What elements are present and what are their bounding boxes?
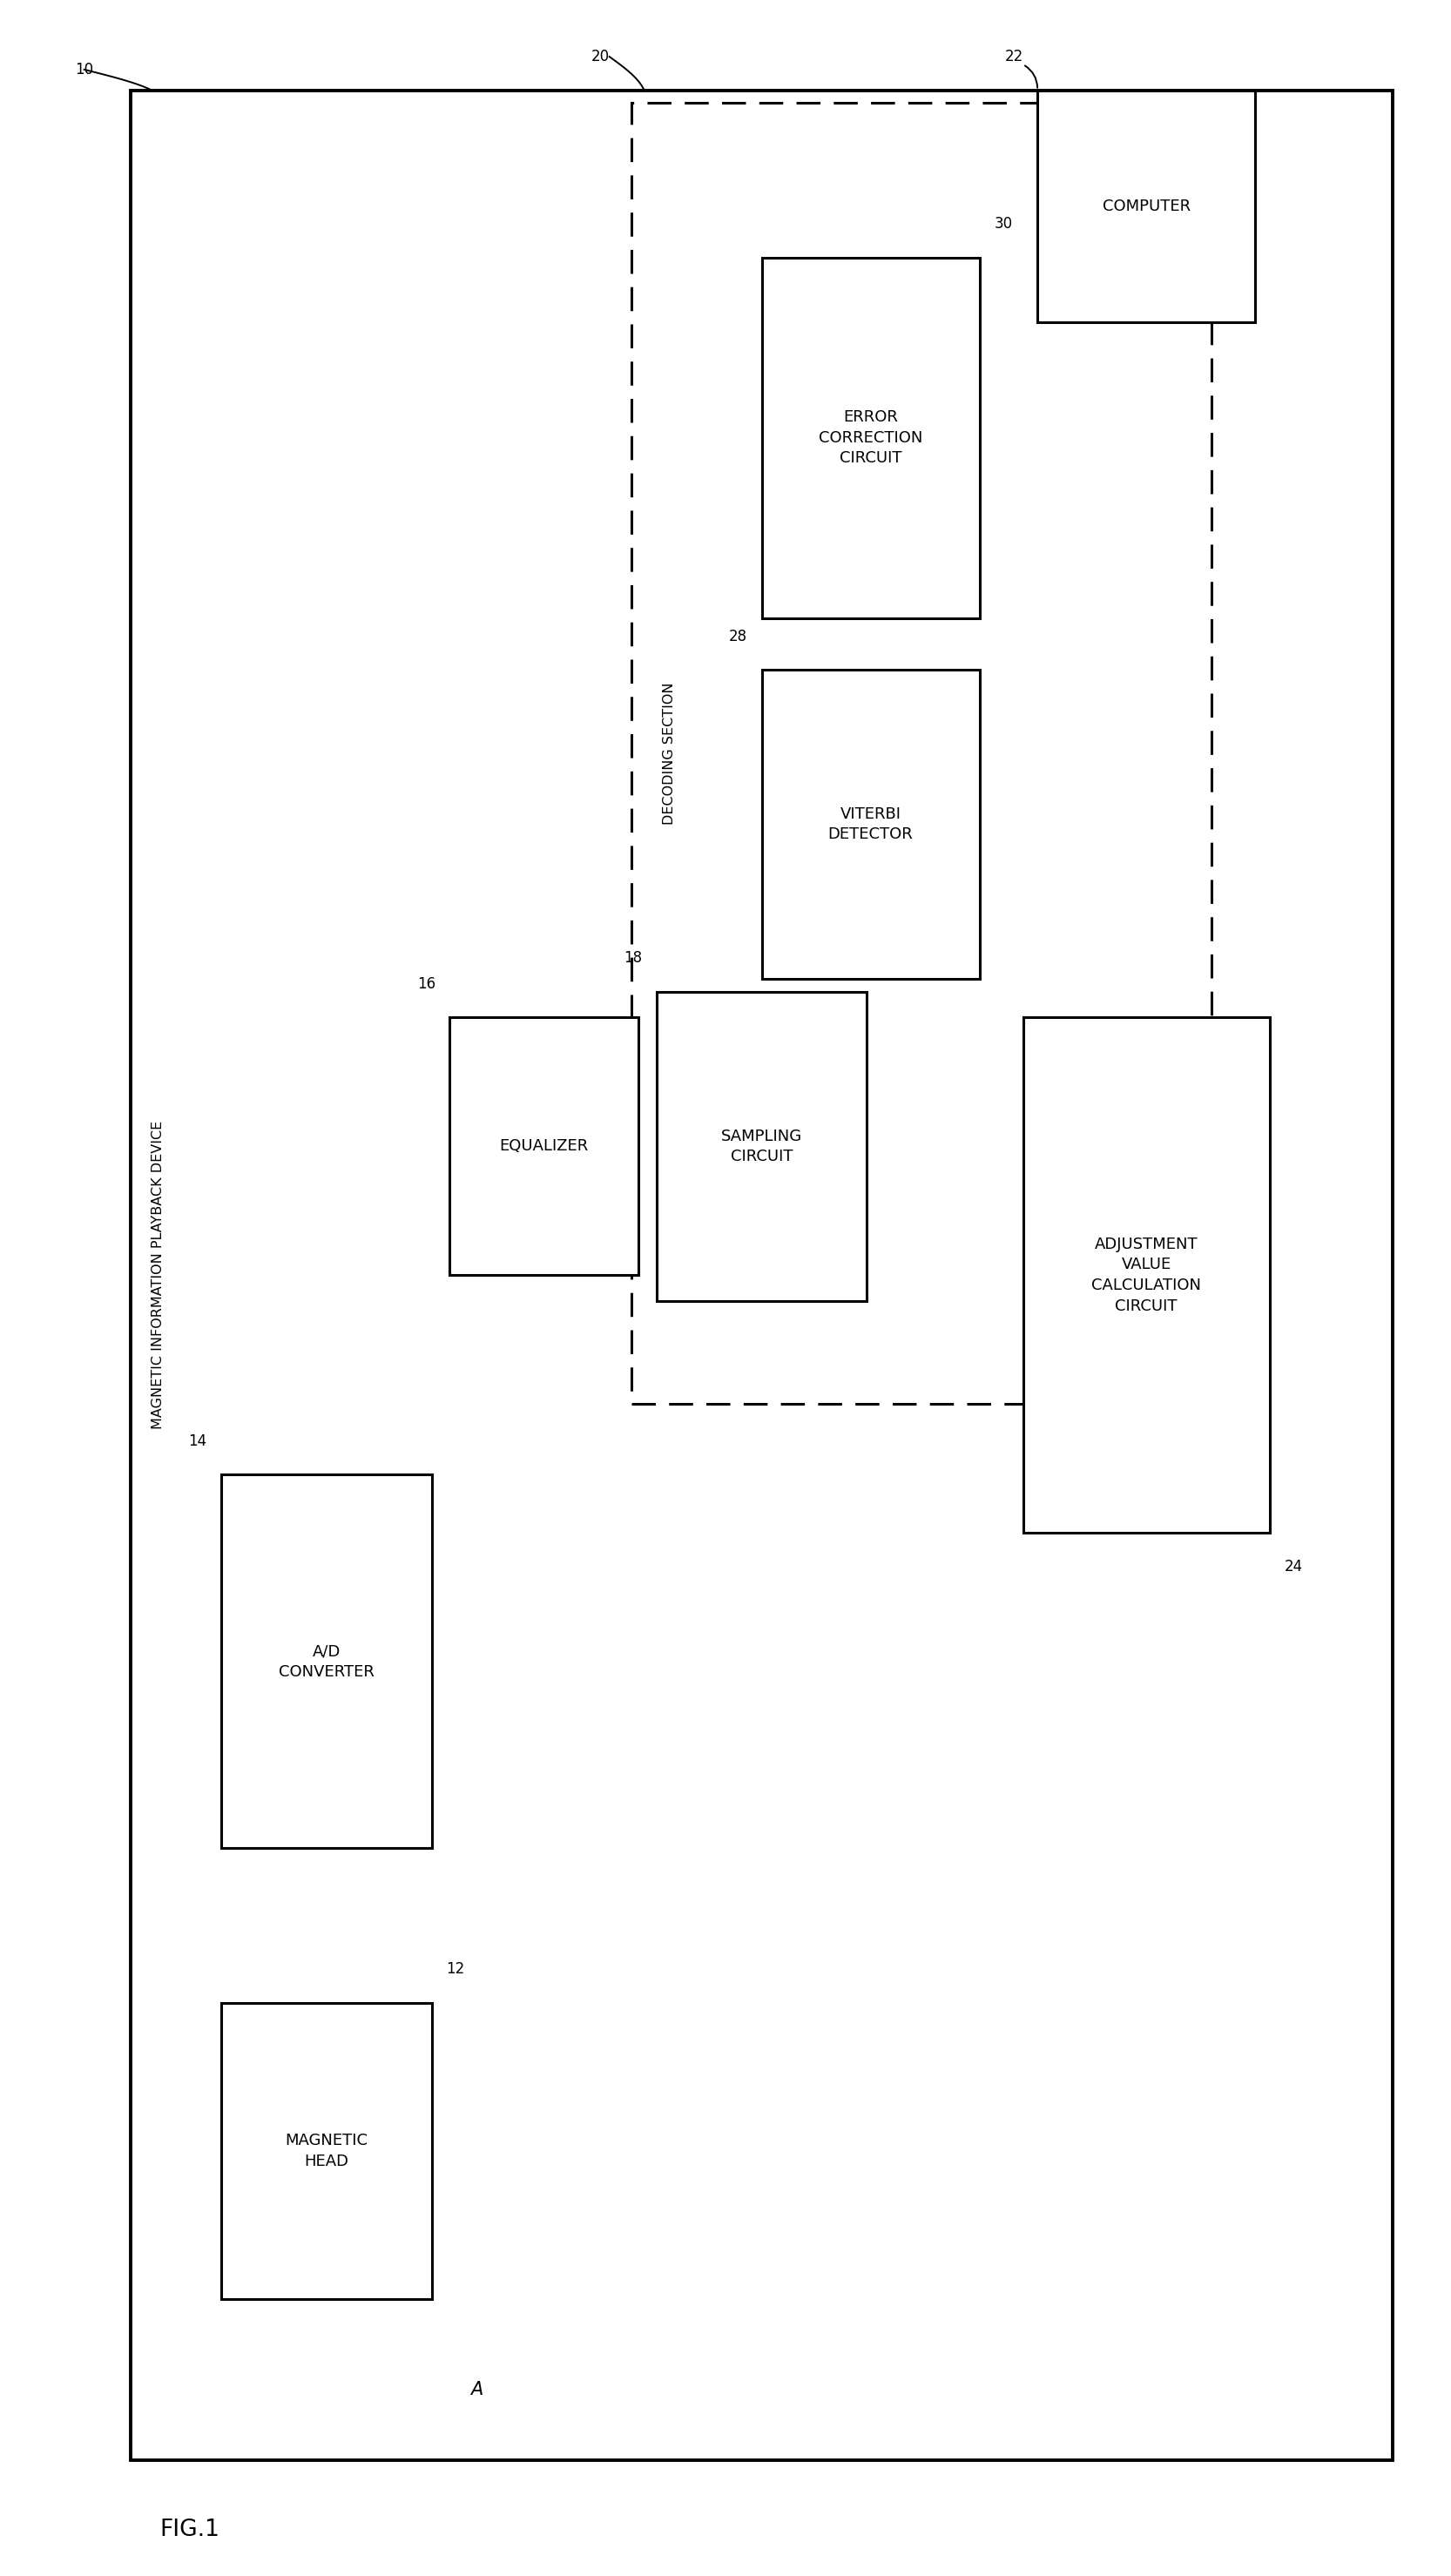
Text: VITERBI
DETECTOR: VITERBI DETECTOR bbox=[829, 806, 913, 842]
Text: 30: 30 bbox=[994, 216, 1013, 232]
Text: DECODING SECTION: DECODING SECTION bbox=[662, 683, 676, 824]
Text: 14: 14 bbox=[189, 1432, 207, 1448]
Text: 16: 16 bbox=[416, 976, 435, 992]
Bar bbox=[762, 670, 979, 979]
Text: 12: 12 bbox=[445, 1960, 464, 1978]
Text: EQUALIZER: EQUALIZER bbox=[499, 1139, 589, 1154]
Text: 18: 18 bbox=[624, 951, 641, 966]
Text: FIG.1: FIG.1 bbox=[160, 2519, 219, 2540]
Text: A: A bbox=[470, 2380, 482, 2398]
Bar bbox=[1037, 90, 1255, 322]
Bar bbox=[656, 992, 868, 1301]
Text: 24: 24 bbox=[1284, 1558, 1303, 1574]
Bar bbox=[1023, 1018, 1270, 1533]
Bar bbox=[450, 1018, 638, 1275]
Text: 10: 10 bbox=[75, 62, 93, 77]
Bar bbox=[131, 90, 1393, 2460]
Text: 28: 28 bbox=[728, 629, 747, 644]
Text: ADJUSTMENT
VALUE
CALCULATION
CIRCUIT: ADJUSTMENT VALUE CALCULATION CIRCUIT bbox=[1091, 1236, 1201, 1314]
Text: SAMPLING
CIRCUIT: SAMPLING CIRCUIT bbox=[721, 1128, 802, 1164]
Text: 20: 20 bbox=[591, 49, 609, 64]
Text: MAGNETIC INFORMATION PLAYBACK DEVICE: MAGNETIC INFORMATION PLAYBACK DEVICE bbox=[151, 1121, 165, 1430]
Bar bbox=[762, 258, 979, 618]
Text: A/D
CONVERTER: A/D CONVERTER bbox=[279, 1643, 374, 1680]
Text: 22: 22 bbox=[1004, 49, 1023, 64]
Bar bbox=[631, 103, 1212, 1404]
Bar bbox=[222, 1473, 432, 1850]
Text: MAGNETIC
HEAD: MAGNETIC HEAD bbox=[284, 2133, 369, 2169]
Bar bbox=[222, 2004, 432, 2298]
Text: COMPUTER: COMPUTER bbox=[1103, 198, 1190, 214]
Text: ERROR
CORRECTION
CIRCUIT: ERROR CORRECTION CIRCUIT bbox=[818, 410, 923, 466]
